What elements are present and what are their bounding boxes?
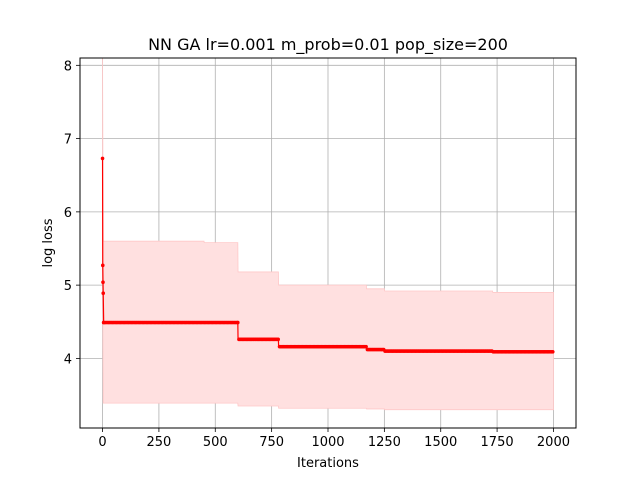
y-axis-ticks: 4 5 6 7 8 (64, 59, 80, 367)
y-axis-label: log loss (41, 218, 56, 267)
x-tick-label: 2000 (537, 435, 570, 450)
y-tick-label: 6 (64, 206, 72, 221)
x-tick-label: 500 (203, 435, 228, 450)
chart-title: NN GA lr=0.001 m_prob=0.01 pop_size=200 (148, 35, 508, 55)
y-tick-label: 7 (64, 133, 72, 148)
series-point (276, 337, 280, 342)
x-tick-label: 0 (98, 435, 106, 450)
series-point (235, 320, 240, 325)
y-tick-label: 8 (64, 59, 72, 74)
series-point (364, 344, 368, 349)
x-tick-label: 1750 (481, 435, 514, 450)
x-axis-ticks: 0 250 500 750 1000 1250 1500 1750 2000 (98, 428, 570, 450)
series-point (100, 263, 105, 268)
series-point (550, 350, 555, 354)
series-point (100, 156, 105, 161)
series-point (101, 280, 105, 284)
x-tick-label: 1250 (368, 435, 401, 450)
series-group (100, 156, 555, 354)
x-tick-label: 1500 (424, 435, 457, 450)
x-tick-label: 250 (146, 435, 171, 450)
series-point (101, 291, 106, 295)
x-axis-label: Iterations (297, 456, 359, 471)
y-tick-label: 5 (64, 279, 72, 294)
x-tick-label: 750 (259, 435, 284, 450)
y-tick-label: 4 (64, 352, 72, 367)
x-tick-label: 1000 (311, 435, 344, 450)
